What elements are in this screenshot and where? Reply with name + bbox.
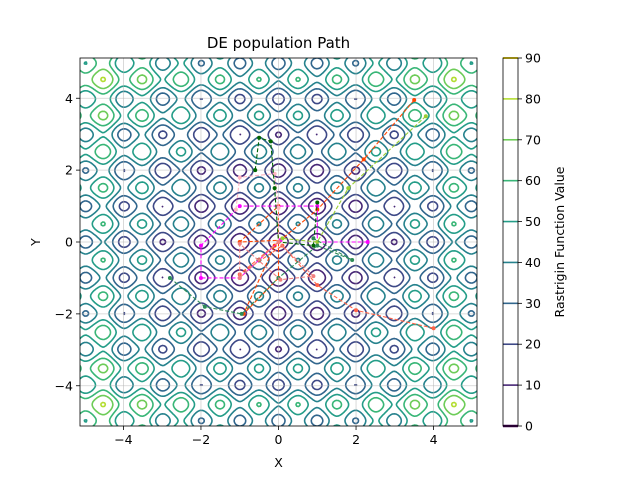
y-tick-label: 0 xyxy=(65,235,73,250)
colorbar-frame xyxy=(502,57,519,427)
population-point xyxy=(278,277,283,282)
contour-level-80 xyxy=(100,76,457,408)
x-axis-ticks: −4 −2 0 2 4 xyxy=(114,426,438,447)
population-point xyxy=(311,274,316,279)
population-point xyxy=(311,243,316,248)
y-tick-label: 2 xyxy=(65,163,73,178)
population-point xyxy=(315,243,320,248)
population-point xyxy=(315,240,320,244)
population-point xyxy=(239,311,244,316)
colorbar-tick-label: 60 xyxy=(525,173,541,188)
population-point xyxy=(315,200,320,205)
population-path-1 xyxy=(238,99,415,315)
population-point xyxy=(272,186,277,191)
y-tick-label: −4 xyxy=(55,378,73,393)
population-point xyxy=(315,204,320,209)
x-tick-label: −4 xyxy=(114,432,132,447)
population-point xyxy=(167,275,172,280)
colorbar-tick-label: 20 xyxy=(525,337,541,352)
population-point xyxy=(354,308,359,313)
population-point xyxy=(198,275,203,280)
population-path-8 xyxy=(239,241,315,281)
population-point xyxy=(257,135,262,140)
colorbar-tick-label: 30 xyxy=(525,296,541,311)
population-path-3 xyxy=(239,241,434,329)
contour-level-40 xyxy=(80,58,477,426)
population-point xyxy=(253,168,258,173)
population-paths xyxy=(167,98,436,331)
x-tick-label: 2 xyxy=(352,432,360,447)
population-point xyxy=(237,275,242,280)
colorbar-label: Rastrigin Function Value xyxy=(552,166,567,317)
colorbar-ticks: 0 10 20 30 40 50 60 70 80 90 xyxy=(518,51,541,434)
population-point xyxy=(350,257,355,262)
contour-level-20 xyxy=(117,92,440,392)
population-point xyxy=(202,304,207,309)
population-point xyxy=(198,243,203,248)
population-point xyxy=(237,204,242,209)
x-tick-label: 4 xyxy=(430,432,438,447)
population-point xyxy=(237,175,242,180)
chart-title: DE population Path xyxy=(207,34,350,52)
x-axis-label: X xyxy=(274,455,283,470)
contour-level-50 xyxy=(80,58,477,426)
population-point xyxy=(315,283,320,288)
population-point xyxy=(412,98,417,103)
colorbar: 0 10 20 30 40 50 60 70 80 90 Rastrigin Function V… xyxy=(502,51,567,434)
contour-lines xyxy=(80,58,477,426)
population-point xyxy=(233,207,238,212)
colorbar-tick-label: 70 xyxy=(525,132,541,147)
colorbar-level-lines xyxy=(503,57,518,428)
population-point xyxy=(311,236,316,241)
contour-level-30 xyxy=(80,58,477,426)
population-point xyxy=(268,139,273,144)
plot-area xyxy=(79,57,478,427)
x-tick-label: −2 xyxy=(192,432,210,447)
colorbar-tick-label: 0 xyxy=(525,419,533,434)
colorbar-tick-label: 50 xyxy=(525,214,541,229)
colorbar-tick-label: 90 xyxy=(525,51,541,66)
population-point xyxy=(237,241,242,246)
y-tick-label: −2 xyxy=(55,306,73,321)
population-point xyxy=(361,157,366,162)
colorbar-tick-label: 40 xyxy=(525,255,541,270)
x-tick-label: 0 xyxy=(275,432,283,447)
y-axis-ticks: −4 −2 0 2 4 xyxy=(55,91,80,393)
population-path-2 xyxy=(200,205,368,279)
colorbar-tick-label: 10 xyxy=(525,378,541,393)
population-point xyxy=(280,236,285,241)
population-point xyxy=(346,186,351,191)
colorbar-tick-label: 80 xyxy=(525,91,541,106)
population-point xyxy=(276,205,281,210)
y-tick-label: 4 xyxy=(65,91,73,106)
population-point xyxy=(365,240,370,244)
population-point xyxy=(276,240,281,244)
y-axis-label: Y xyxy=(28,238,43,247)
population-point xyxy=(423,114,428,119)
population-point xyxy=(431,326,436,331)
contour-level-70 xyxy=(91,68,466,416)
